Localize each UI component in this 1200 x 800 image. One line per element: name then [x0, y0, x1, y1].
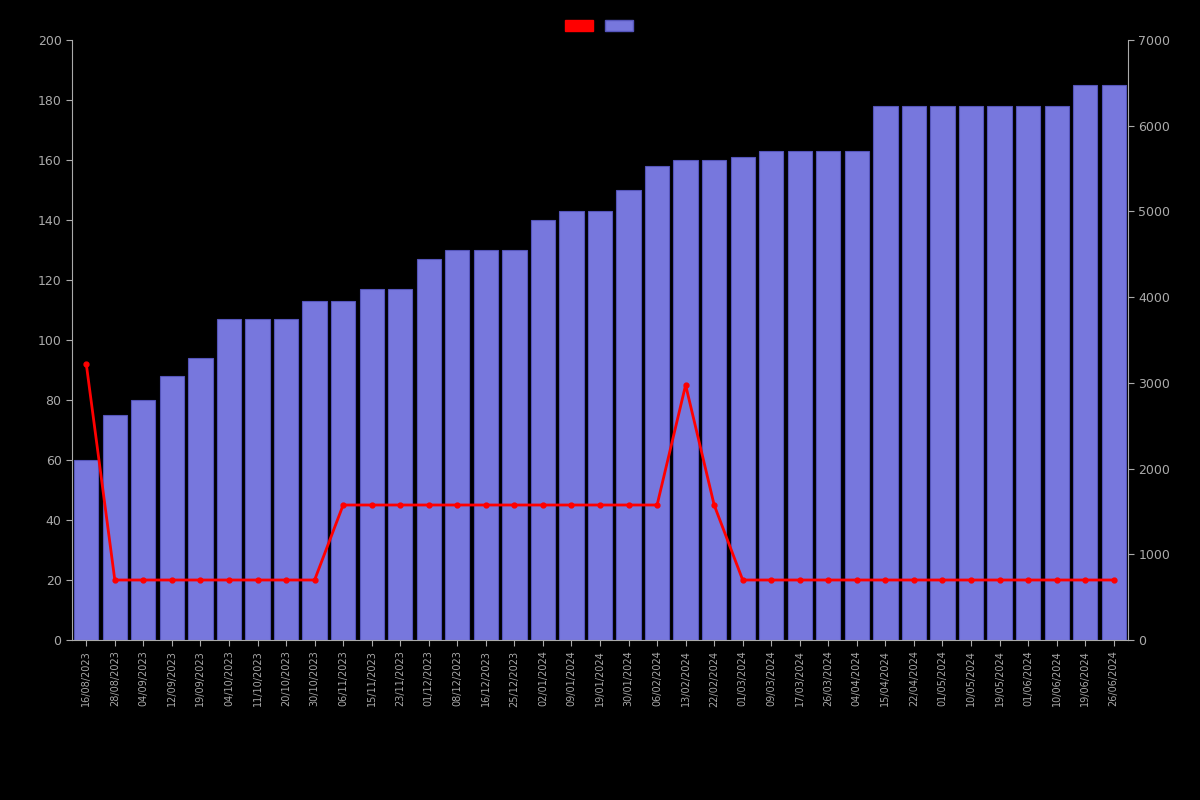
Bar: [1073, 85, 1097, 640]
Bar: [588, 211, 612, 640]
Bar: [74, 460, 98, 640]
Bar: [217, 319, 241, 640]
Bar: [360, 289, 384, 640]
Bar: [416, 259, 440, 640]
Bar: [274, 319, 298, 640]
Bar: [702, 160, 726, 640]
Bar: [103, 415, 127, 640]
Bar: [503, 250, 527, 640]
Bar: [302, 301, 326, 640]
Bar: [760, 151, 784, 640]
Bar: [245, 319, 270, 640]
Bar: [160, 376, 184, 640]
Bar: [959, 106, 983, 640]
Bar: [331, 301, 355, 640]
Bar: [787, 151, 812, 640]
Bar: [644, 166, 670, 640]
Bar: [731, 157, 755, 640]
Bar: [930, 106, 955, 640]
Bar: [559, 211, 583, 640]
Bar: [902, 106, 926, 640]
Bar: [816, 151, 840, 640]
Bar: [1016, 106, 1040, 640]
Bar: [474, 250, 498, 640]
Bar: [673, 160, 697, 640]
Bar: [445, 250, 469, 640]
Bar: [988, 106, 1012, 640]
Bar: [1044, 106, 1069, 640]
Legend: , : ,: [562, 16, 638, 37]
Bar: [188, 358, 212, 640]
Bar: [131, 400, 156, 640]
Bar: [1102, 85, 1126, 640]
Bar: [874, 106, 898, 640]
Bar: [530, 220, 556, 640]
Bar: [617, 190, 641, 640]
Bar: [845, 151, 869, 640]
Bar: [388, 289, 413, 640]
